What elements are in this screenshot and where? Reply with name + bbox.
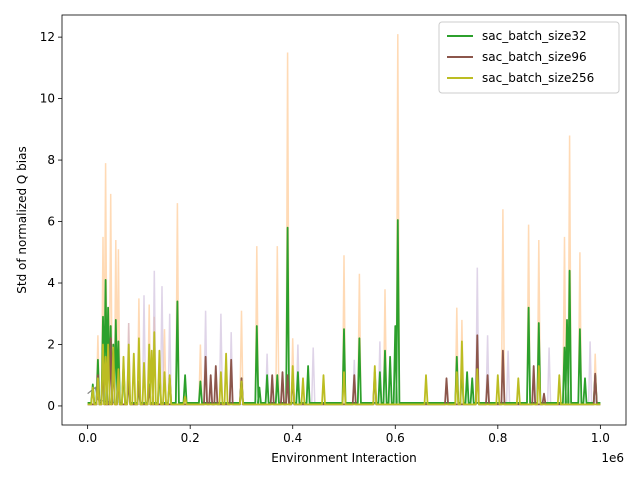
y-tick-label: 12	[40, 30, 55, 44]
y-tick-label: 2	[47, 337, 55, 351]
y-tick-label: 10	[40, 92, 55, 106]
plot-lines	[87, 34, 601, 406]
faint-series-line-0	[87, 34, 601, 406]
y-tick-label: 6	[47, 215, 55, 229]
legend-label-sac_batch_size96: sac_batch_size96	[482, 50, 587, 64]
x-tick-label: 0.2	[181, 431, 200, 445]
axes: 0.0 0.2 0.4 0.6 0.8 1.0 0 2 4 6 8 10 12	[40, 30, 610, 445]
x-tick-label: 0.6	[386, 431, 405, 445]
x-axis-offset-label: 1e6	[601, 451, 624, 465]
legend: sac_batch_size32 sac_batch_size96 sac_batc…	[438, 21, 620, 94]
y-tick-label: 8	[47, 153, 55, 167]
series-line-sac_batch_size256	[87, 331, 601, 406]
x-tick-label: 0.0	[78, 431, 97, 445]
y-axis-label: Std of normalized Q bias	[15, 146, 29, 293]
series-line-sac_batch_size32	[87, 219, 601, 404]
y-tick-label: 4	[47, 276, 55, 290]
x-axis-label: Environment Interaction	[271, 451, 417, 465]
x-tick-label: 0.8	[488, 431, 507, 445]
plot-frame	[61, 14, 627, 426]
y-tick-label: 0	[47, 399, 55, 413]
legend-frame	[438, 21, 620, 94]
x-tick-label: 0.4	[283, 431, 302, 445]
legend-label-sac_batch_size32: sac_batch_size32	[482, 29, 587, 43]
x-tick-label: 1.0	[591, 431, 610, 445]
legend-label-sac_batch_size256: sac_batch_size256	[482, 71, 594, 85]
